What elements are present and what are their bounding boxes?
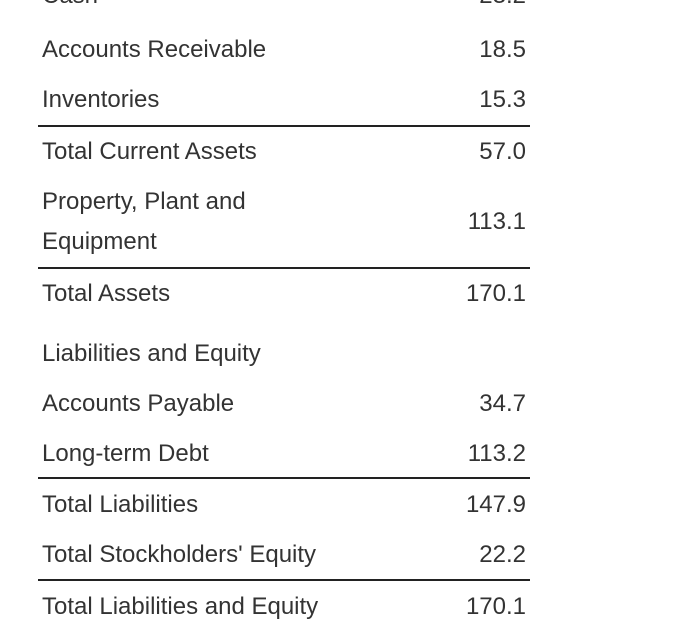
rule (38, 477, 530, 479)
rule (38, 579, 530, 581)
section-heading: Liabilities and Equity (42, 340, 261, 367)
row-label: Total Stockholders' Equity (42, 541, 317, 568)
row-value: 22.2 (479, 541, 526, 568)
row-value: 15.3 (479, 86, 526, 113)
row-label: Total Assets (42, 280, 171, 307)
row-label: Long-term Debt (42, 440, 209, 467)
row-value: 18.5 (479, 36, 526, 63)
row-label: Total Liabilities (42, 491, 199, 518)
row-value: 170.1 (465, 280, 526, 307)
row-value: 170.1 (465, 593, 526, 620)
row-label: Total Liabilities and Equity (42, 593, 319, 620)
row-value: 147.9 (465, 491, 526, 518)
row-label: Accounts Receivable (42, 36, 267, 63)
rule (38, 267, 530, 269)
row-value: 57.0 (479, 138, 526, 165)
row-label: Inventories (42, 86, 160, 113)
rule (38, 125, 530, 127)
row-label: Property, Plant and Equipment (42, 188, 246, 255)
row-value: 113.2 (467, 440, 526, 467)
row-value: 34.7 (479, 390, 526, 417)
row-value: 113.1 (467, 208, 526, 235)
row-label: Cash (42, 0, 98, 11)
row-value: 23.2 (479, 0, 526, 11)
row-label: Total Current Assets (42, 138, 257, 165)
row-label: Accounts Payable (42, 390, 235, 417)
